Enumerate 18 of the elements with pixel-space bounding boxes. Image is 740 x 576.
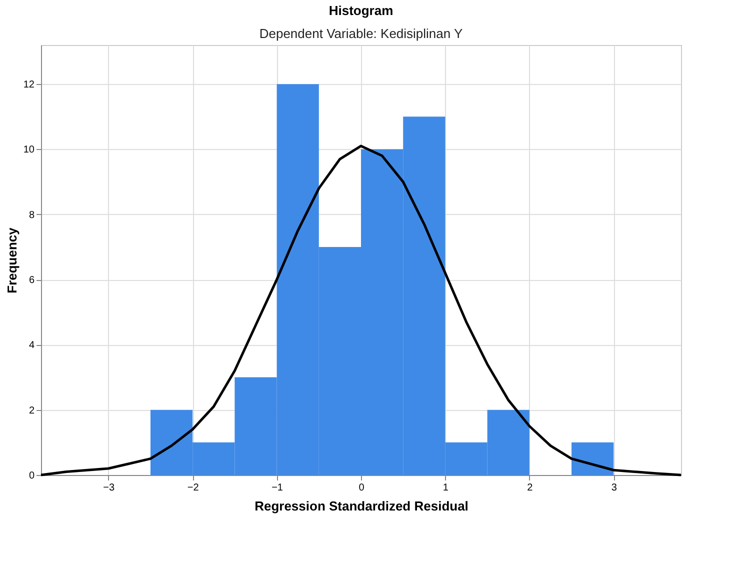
x-tick-label: 2 xyxy=(527,482,534,494)
y-tick-label: 4 xyxy=(28,340,35,352)
y-axis-title: Frequency xyxy=(4,226,20,294)
x-tick-label: 3 xyxy=(611,482,618,494)
y-tick-label: 10 xyxy=(23,144,35,156)
y-tick-label: 2 xyxy=(28,405,35,416)
y-tick-label: 0 xyxy=(28,470,35,482)
chart-subtitle: Dependent Variable: Kedisiplinan Y xyxy=(259,26,463,41)
x-tick-label: −3 xyxy=(103,482,116,494)
y-tick-label: 12 xyxy=(23,80,35,91)
x-tick-label: −2 xyxy=(187,482,200,494)
x-axis-title: Regression Standardized Residual xyxy=(254,498,468,514)
y-tick-label: 8 xyxy=(28,210,35,221)
chart-title: Histogram xyxy=(328,3,394,18)
x-tick-label: 1 xyxy=(442,482,449,494)
y-tick-label: 6 xyxy=(28,275,35,286)
x-tick-label: −1 xyxy=(272,482,284,494)
x-tick-label: 0 xyxy=(358,482,365,494)
